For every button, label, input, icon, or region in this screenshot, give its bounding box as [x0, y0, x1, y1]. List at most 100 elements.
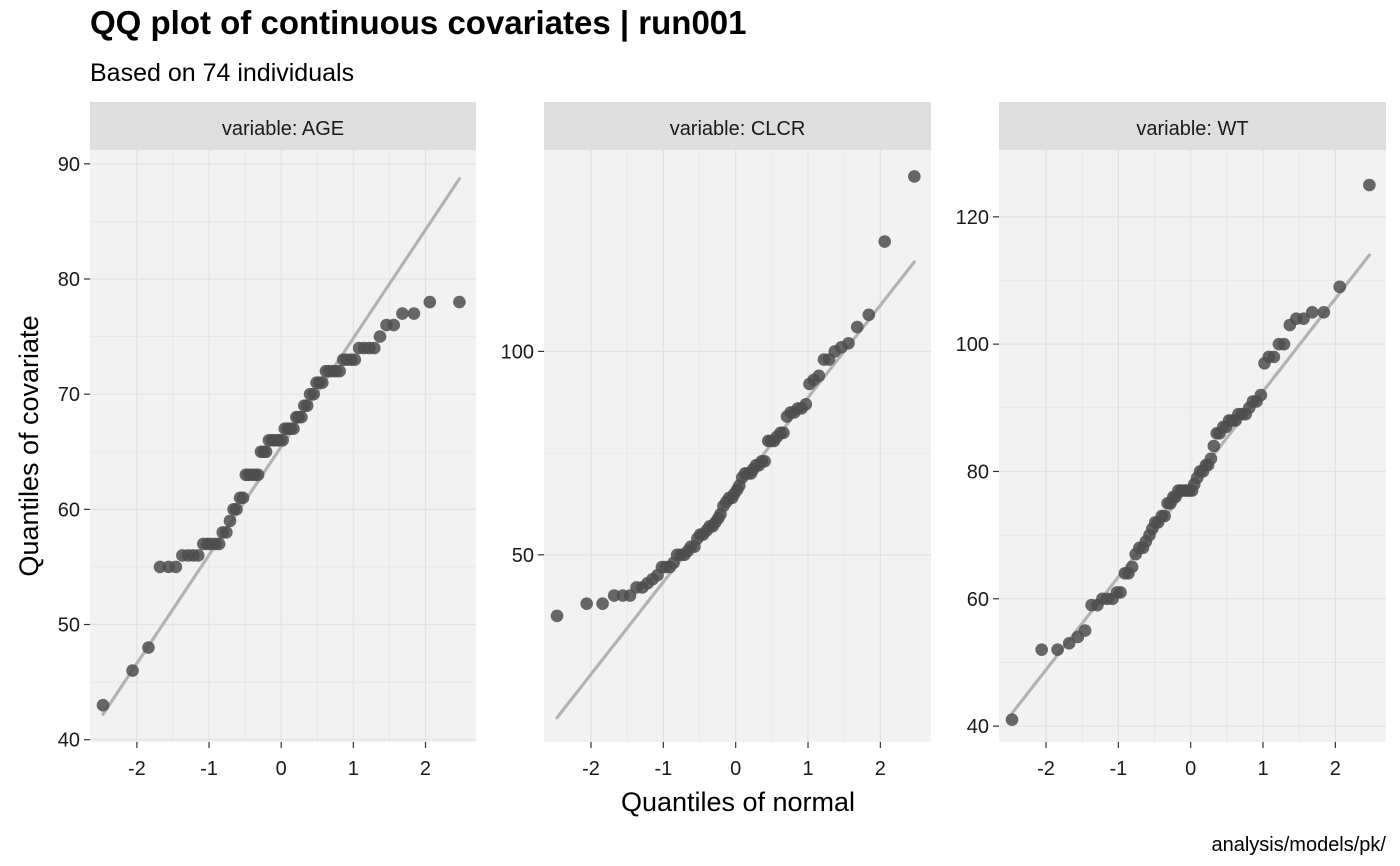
qq-data-point [295, 410, 308, 424]
strip-background [544, 102, 931, 150]
qq-data-point [777, 426, 790, 440]
qq-data-point [387, 318, 401, 332]
qq-data-point [423, 295, 437, 309]
qq-data-point [878, 235, 892, 248]
x-axis-title: Quantiles of normal [621, 787, 855, 817]
qq-data-point [333, 364, 346, 378]
qq-data-point [1363, 178, 1376, 192]
qq-data-point [1277, 337, 1291, 351]
y-tick-label: 100 [956, 334, 989, 356]
qq-data-point [1005, 713, 1019, 727]
x-tick-label: -1 [200, 758, 218, 780]
qq-data-point [607, 589, 621, 602]
qq-data-point [348, 353, 362, 366]
qq-data-point [251, 468, 265, 482]
qq-data-point [169, 560, 183, 574]
y-tick-label: 70 [58, 384, 80, 406]
y-tick-label: 80 [967, 461, 989, 483]
qq-data-point [1114, 586, 1127, 599]
qq-data-point [287, 422, 300, 436]
y-tick-label: 60 [967, 589, 989, 611]
qq-reference-line [101, 177, 462, 716]
facet-panel: variable: CLCR -2 -1 0 1 2 50 100 [501, 102, 931, 780]
facet-panels: variable: AGE-2 -1 0 1 2405060708090variable… [58, 102, 1386, 780]
x-tick-label: 2 [875, 758, 886, 780]
qq-data-point [596, 597, 609, 610]
qq-data-point [126, 664, 139, 677]
qq-data-point [373, 330, 387, 343]
x-tick-label: 1 [1257, 758, 1268, 780]
qq-data-point [1062, 637, 1076, 650]
qq-data-point [223, 514, 237, 528]
qq-data-point [1254, 388, 1268, 402]
x-tick-label: 1 [348, 758, 359, 780]
qq-data-point [220, 526, 233, 539]
y-tick-label: 40 [967, 716, 989, 738]
qq-data-point [1158, 509, 1171, 523]
qq-data-point [96, 698, 110, 712]
qq-data-point [396, 307, 409, 320]
qq-data-point [799, 397, 813, 411]
qq-data-point [758, 454, 771, 468]
strip-label: variable: CLCR [670, 118, 806, 140]
qq-data-point [850, 320, 864, 334]
qq-data-point [236, 491, 250, 505]
y-tick-label: 90 [58, 154, 80, 176]
y-tick-label: 60 [58, 499, 80, 521]
x-tick-label: -2 [128, 758, 146, 780]
x-tick-label: 0 [1185, 758, 1196, 780]
qq-data-point [550, 609, 564, 623]
x-tick-label: 0 [730, 758, 741, 780]
strip-label: variable: WT [1136, 118, 1248, 140]
panel-background [544, 150, 931, 742]
qq-data-point [453, 295, 466, 309]
qq-data-point [191, 549, 205, 562]
qq-data-point [908, 170, 921, 183]
qq-data-point [142, 641, 155, 654]
y-axis-title: Quantiles of covariate [14, 315, 44, 576]
chart-title: QQ plot of continuous covariates | run00… [90, 4, 747, 41]
qq-data-point [153, 560, 167, 574]
qq-data-point [812, 369, 826, 383]
qq-data-point [580, 597, 593, 610]
y-tick-label: 40 [58, 730, 80, 752]
x-tick-label: 2 [1330, 758, 1341, 780]
facet-panel: variable: AGE -2 -1 0 1 2 40 50 60 70 80 90 [58, 102, 476, 780]
qq-data-point [212, 537, 226, 551]
y-tick-label: 100 [501, 341, 534, 363]
x-tick-label: 0 [276, 758, 287, 780]
qq-data-point [307, 387, 320, 401]
y-tick-label: 120 [956, 207, 989, 229]
qq-data-point [1317, 306, 1331, 319]
qq-data-point [1035, 643, 1048, 656]
qq-data-point [1333, 280, 1347, 294]
y-tick-label: 80 [58, 269, 80, 291]
qq-data-point [1078, 624, 1092, 637]
strip-label: variable: AGE [222, 118, 344, 140]
x-tick-label: 1 [802, 758, 813, 780]
qq-data-point [1305, 306, 1319, 319]
qq-data-point [316, 376, 329, 389]
qq-data-point [300, 399, 314, 412]
qq-data-point [1051, 643, 1064, 656]
qq-data-point [1297, 312, 1310, 325]
strip-background [999, 102, 1386, 150]
facet-panel: variable: WT -2 -1 0 1 2 40 60 80 100 120 [956, 102, 1386, 780]
qq-data-point [862, 308, 876, 322]
qq-data-point [1204, 452, 1218, 466]
qq-data-point [1125, 560, 1139, 574]
plot-caption: analysis/models/pk/ [1211, 834, 1386, 856]
x-tick-label: -2 [582, 758, 600, 780]
qq-data-point [276, 433, 289, 447]
qq-data-point [1267, 350, 1281, 364]
x-tick-label: -1 [654, 758, 672, 780]
qq-data-point [842, 336, 855, 350]
qq-data-point [1207, 439, 1221, 453]
strip-background [90, 102, 476, 150]
x-tick-label: 2 [420, 758, 431, 780]
qq-data-point [230, 503, 243, 516]
x-tick-label: -2 [1037, 758, 1055, 780]
qq-data-point [367, 341, 381, 355]
y-tick-label: 50 [58, 615, 80, 637]
